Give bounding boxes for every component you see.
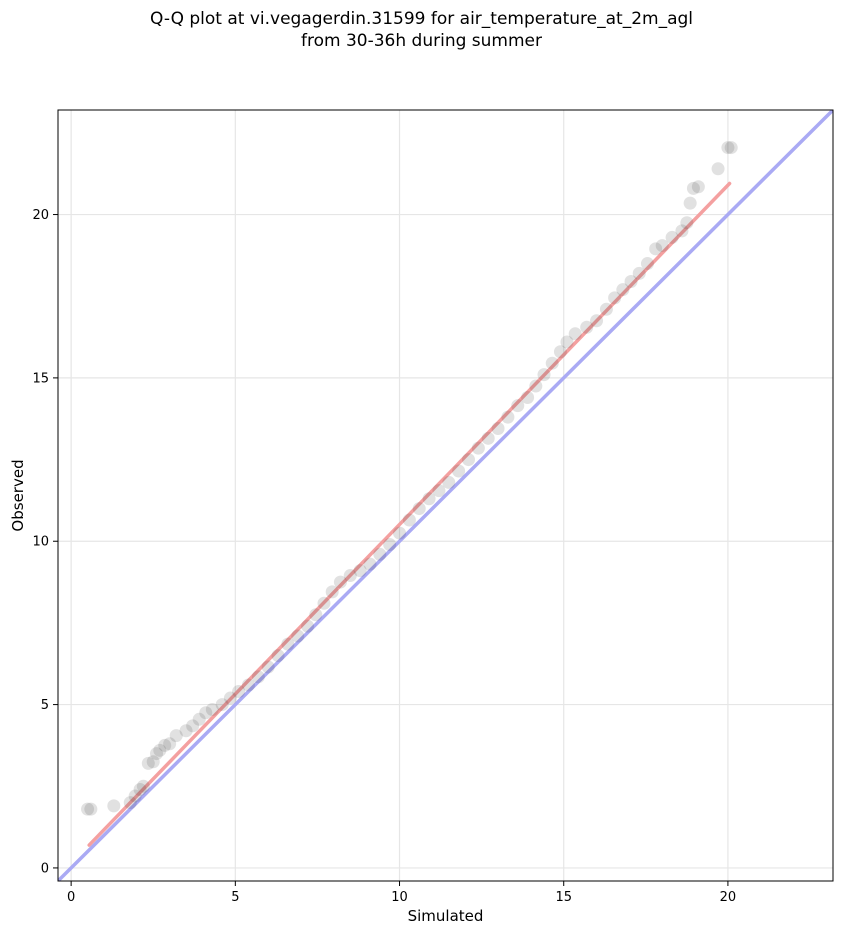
- qq-point: [649, 242, 663, 256]
- qq-point: [123, 796, 137, 810]
- qq-point: [461, 453, 475, 467]
- qq-point: [422, 492, 436, 506]
- qq-point: [665, 230, 679, 244]
- fit-line: [87, 181, 732, 847]
- qq-point: [205, 702, 219, 716]
- qq-point: [632, 266, 646, 280]
- qq-point: [169, 729, 183, 743]
- qq-point: [141, 756, 155, 770]
- qq-point: [179, 724, 193, 738]
- qq-point: [452, 464, 466, 478]
- qq-point: [511, 399, 525, 413]
- qq-point: [481, 431, 495, 445]
- qq-point: [186, 719, 200, 733]
- qq-point: [325, 585, 339, 599]
- qq-point: [721, 141, 735, 155]
- qq-point: [683, 196, 697, 210]
- qq-point: [81, 802, 95, 816]
- x-tick-label: 0: [67, 890, 75, 905]
- qq-point: [84, 802, 98, 816]
- qq-point: [343, 569, 357, 583]
- qq-point: [471, 441, 485, 455]
- qq-point: [163, 737, 177, 751]
- grid-layer: [58, 110, 833, 881]
- tick-layer: 0 5 10 15 20 0 5 10 15 20: [32, 208, 736, 905]
- qq-point: [232, 685, 246, 699]
- chart-title: Q-Q plot at vi.vegagerdin.31599 for air_…: [149, 9, 694, 51]
- qq-point: [521, 390, 535, 404]
- y-tick-label: 5: [41, 698, 49, 713]
- qq-point: [560, 335, 574, 349]
- qq-point: [608, 291, 622, 305]
- qq-point: [640, 257, 654, 271]
- qq-point: [333, 575, 347, 589]
- qq-point: [309, 608, 323, 622]
- y-tick-label: 10: [32, 535, 49, 550]
- qq-point: [301, 619, 315, 633]
- qq-point: [580, 320, 594, 334]
- qq-point: [724, 141, 738, 155]
- qq-point: [146, 755, 160, 769]
- x-tick-label: 15: [555, 890, 572, 905]
- qq-point: [711, 162, 725, 176]
- y-axis-label: Observed: [9, 459, 27, 531]
- qq-point: [215, 698, 229, 712]
- qq-point: [624, 275, 638, 289]
- qq-point: [281, 637, 295, 651]
- line-layer: [58, 110, 833, 881]
- qq-point: [553, 345, 567, 359]
- x-tick-label: 10: [391, 890, 408, 905]
- qq-point: [251, 670, 265, 684]
- qq-point: [153, 743, 167, 757]
- qq-point: [691, 180, 705, 194]
- qq-point: [590, 314, 604, 328]
- qq-point: [675, 224, 689, 238]
- qq-point: [199, 706, 213, 720]
- qq-point: [491, 422, 505, 436]
- y-tick-label: 15: [32, 371, 49, 386]
- qq-point: [363, 557, 377, 571]
- qq-point: [128, 789, 142, 803]
- x-axis-label: Simulated: [408, 907, 484, 925]
- qq-point: [158, 738, 172, 752]
- qq-point: [680, 216, 694, 230]
- qq-point: [402, 513, 416, 527]
- qq-point: [373, 547, 387, 561]
- identity-line: [58, 110, 833, 881]
- qq-point: [501, 410, 515, 424]
- qq-point: [529, 379, 543, 393]
- qq-point: [686, 181, 700, 195]
- qq-point: [133, 783, 147, 797]
- qq-point: [568, 327, 582, 341]
- qq-point: [383, 538, 397, 552]
- y-tick-label: 20: [32, 208, 49, 223]
- qq-point: [291, 629, 305, 643]
- qq-point: [261, 660, 275, 674]
- qq-point: [136, 779, 150, 793]
- qq-point: [537, 368, 551, 382]
- qq-point: [192, 712, 206, 726]
- qq-point: [655, 239, 669, 253]
- qq-point: [432, 484, 446, 498]
- qq-point: [241, 678, 255, 692]
- qq-point: [353, 564, 367, 578]
- plot-frame: [57, 109, 834, 882]
- qq-point: [271, 649, 285, 663]
- qq-point: [223, 691, 237, 705]
- point-layer: [81, 141, 738, 816]
- y-tick-label: 0: [41, 861, 49, 876]
- x-tick-label: 20: [720, 890, 737, 905]
- qq-point: [545, 356, 559, 370]
- qq-point: [442, 475, 456, 489]
- qq-point: [393, 526, 407, 540]
- qq-point: [150, 747, 164, 761]
- qq-point: [412, 502, 426, 516]
- qq-point: [107, 799, 121, 813]
- qq-point: [317, 596, 331, 610]
- qq-point: [599, 302, 613, 316]
- x-tick-label: 5: [231, 890, 239, 905]
- qq-point: [616, 283, 630, 297]
